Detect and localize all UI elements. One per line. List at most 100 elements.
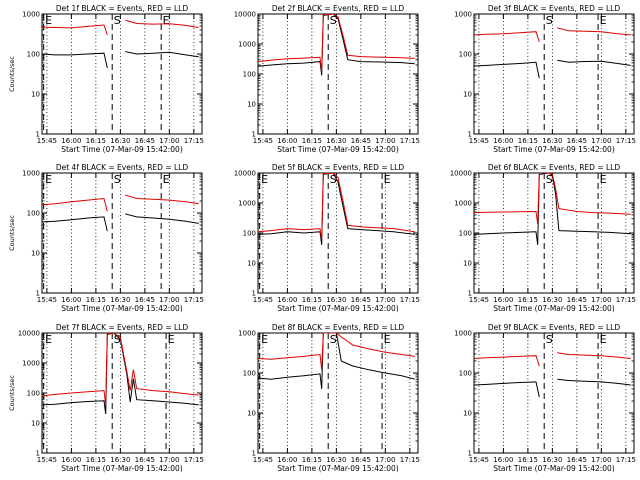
x-tick-label: 16:30 xyxy=(326,456,346,464)
x-tick-label: 16:30 xyxy=(542,456,562,464)
series-line-events xyxy=(474,61,540,79)
x-tick-label: 16:30 xyxy=(326,137,346,145)
series-line-lld xyxy=(474,31,540,43)
plot-frame xyxy=(473,332,635,454)
y-tick-label: 1000 xyxy=(238,200,256,208)
marker-label-e: E xyxy=(163,14,170,27)
y-tick-label: 1 xyxy=(36,450,40,458)
series-line-events xyxy=(258,333,415,389)
x-tick-label: 16:15 xyxy=(302,137,322,145)
x-tick-label: 16:00 xyxy=(61,456,81,464)
series-line-events xyxy=(42,52,108,69)
marker-label-e: E xyxy=(600,14,607,27)
x-tick-label: 16:30 xyxy=(110,456,130,464)
series-line-lld xyxy=(42,197,108,212)
x-tick-label: 16:45 xyxy=(567,456,587,464)
marker-label-e: E xyxy=(45,333,52,346)
series-line-lld xyxy=(474,173,631,225)
x-tick-label: 15:45 xyxy=(37,456,57,464)
x-tick-label: 16:15 xyxy=(86,296,106,304)
y-tick-label: 1 xyxy=(36,131,40,139)
x-tick-label: 16:00 xyxy=(277,137,297,145)
y-tick-label: 100 xyxy=(27,210,40,218)
x-tick-label: 17:15 xyxy=(616,456,636,464)
y-tick-label: 1 xyxy=(468,450,472,458)
y-tick-label: 10 xyxy=(463,410,472,418)
x-tick-label: 16:30 xyxy=(110,296,130,304)
plot-frame xyxy=(473,13,635,135)
marker-label-s: S xyxy=(114,14,121,27)
marker-label-s: S xyxy=(330,333,337,346)
y-tick-label: 100 xyxy=(27,390,40,398)
x-tick-label: 16:00 xyxy=(493,137,513,145)
x-tick-label: 17:15 xyxy=(184,137,204,145)
x-tick-label: 15:45 xyxy=(253,296,273,304)
marker-label-e: E xyxy=(168,333,175,346)
x-tick-label: 17:00 xyxy=(375,456,395,464)
x-tick-label: 17:15 xyxy=(616,137,636,145)
y-tick-label: 10 xyxy=(247,410,256,418)
y-tick-label: 10 xyxy=(463,91,472,99)
y-tick-label: 10 xyxy=(247,260,256,268)
x-tick-label: 16:30 xyxy=(326,296,346,304)
x-tick-label: 15:45 xyxy=(469,137,489,145)
x-tick-label: 16:45 xyxy=(351,137,371,145)
x-tick-label: 16:00 xyxy=(61,296,81,304)
x-tick-label: 16:45 xyxy=(135,137,155,145)
x-axis-label: Start Time (07-Mar-09 15:42:00) xyxy=(493,304,615,313)
series-line-lld xyxy=(557,27,631,36)
marker-label-e: E xyxy=(384,173,391,186)
x-tick-label: 15:45 xyxy=(37,296,57,304)
y-tick-label: 10 xyxy=(463,260,472,268)
y-tick-label: 1 xyxy=(252,290,256,298)
chart-title: Det 6f BLACK = Events, RED = LLD xyxy=(488,163,621,172)
y-tick-label: 10000 xyxy=(234,170,256,178)
y-tick-label: 1 xyxy=(252,131,256,139)
y-tick-label: 1 xyxy=(468,290,472,298)
series-line-events xyxy=(557,59,631,66)
y-tick-label: 10000 xyxy=(18,330,40,338)
y-tick-label: 1000 xyxy=(22,170,40,178)
x-tick-label: 16:45 xyxy=(135,296,155,304)
y-tick-label: 100 xyxy=(243,71,256,79)
y-axis-label: Counts/sec xyxy=(8,215,16,251)
x-tick-label: 16:15 xyxy=(518,456,538,464)
series-line-events xyxy=(125,213,199,224)
x-tick-label: 16:45 xyxy=(351,456,371,464)
x-tick-label: 17:15 xyxy=(184,296,204,304)
marker-label-s: S xyxy=(330,14,337,27)
x-tick-label: 17:00 xyxy=(591,456,611,464)
plot-frame xyxy=(41,13,203,135)
y-tick-label: 100 xyxy=(27,51,40,59)
marker-label-s: S xyxy=(546,14,553,27)
x-tick-label: 16:45 xyxy=(351,296,371,304)
series-line-events xyxy=(42,216,108,232)
marker-label-s: S xyxy=(546,333,553,346)
chart-title: Det 3f BLACK = Events, RED = LLD xyxy=(488,4,621,13)
y-tick-label: 1000 xyxy=(22,11,40,19)
x-tick-label: 17:15 xyxy=(400,137,420,145)
series-line-lld xyxy=(42,333,199,405)
series-line-events xyxy=(258,173,415,245)
x-tick-label: 15:45 xyxy=(253,137,273,145)
series-line-lld xyxy=(557,352,631,359)
marker-label-e: E xyxy=(261,333,268,346)
series-line-lld xyxy=(125,19,199,28)
x-tick-label: 15:45 xyxy=(37,137,57,145)
x-axis-label: Start Time (07-Mar-09 15:42:00) xyxy=(277,304,399,313)
chart-title: Det 4f BLACK = Events, RED = LLD xyxy=(56,163,189,172)
x-tick-label: 17:15 xyxy=(400,296,420,304)
marker-label-e: E xyxy=(45,173,52,186)
y-tick-label: 100 xyxy=(459,370,472,378)
x-tick-label: 16:30 xyxy=(542,296,562,304)
chart-title: Det 9f BLACK = Events, RED = LLD xyxy=(488,323,621,332)
series-line-lld xyxy=(42,24,108,36)
